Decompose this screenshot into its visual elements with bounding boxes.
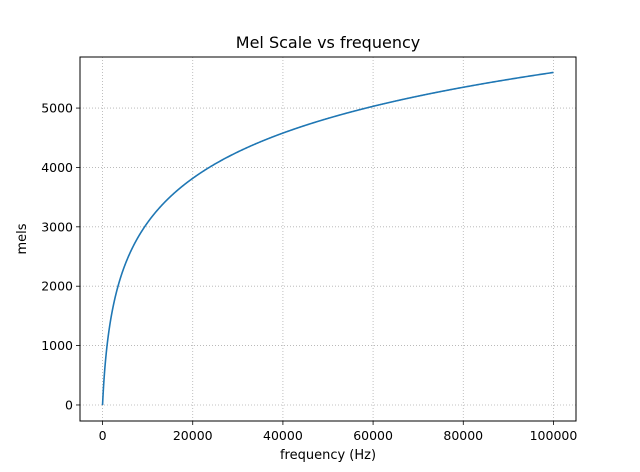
y-tick-label: 3000 — [41, 219, 73, 234]
y-tick-label: 5000 — [41, 101, 73, 116]
x-tick-label: 0 — [99, 428, 107, 443]
x-tick-label: 20000 — [173, 428, 213, 443]
plot-area-frame — [79, 56, 577, 422]
y-axis-label: mels — [15, 223, 30, 254]
x-tick-label: 40000 — [263, 428, 303, 443]
axis-ticks: 0 20000 40000 60000 80000 100000 0 1000 2000 3000… — [41, 101, 577, 443]
y-tick-label: 1000 — [41, 338, 73, 353]
y-tick-label: 0 — [65, 397, 73, 412]
x-tick-label: 80000 — [443, 428, 483, 443]
y-tick-label: 2000 — [41, 279, 73, 294]
x-axis-label: frequency (Hz) — [280, 448, 376, 463]
x-tick-label: 100000 — [530, 428, 578, 443]
mel-curve-line — [101, 71, 554, 405]
series-layer — [101, 71, 554, 405]
chart-title: Mel Scale vs frequency — [236, 33, 420, 52]
y-tick-label: 4000 — [41, 160, 73, 175]
grid — [80, 57, 576, 421]
x-tick-label: 60000 — [353, 428, 393, 443]
